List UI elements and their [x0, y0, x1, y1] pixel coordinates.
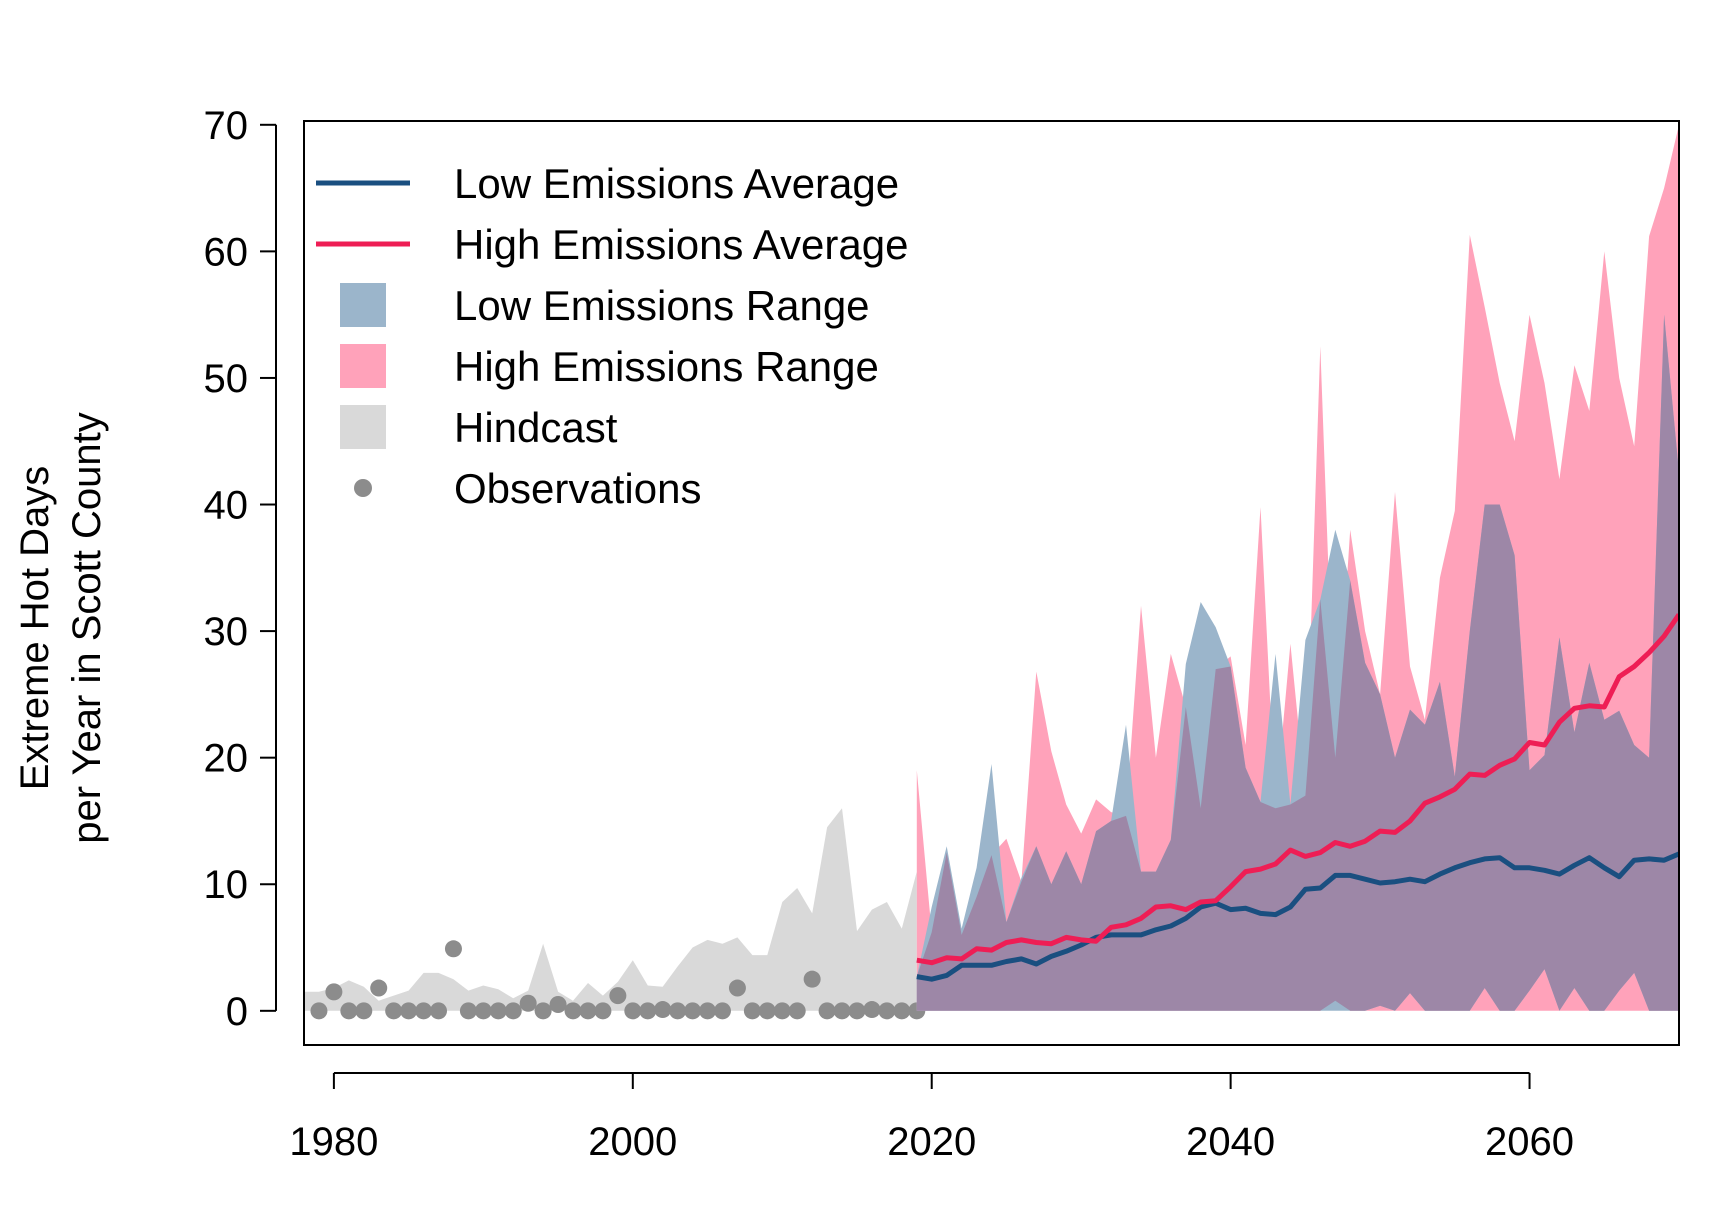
observation-point-1989	[459, 1002, 477, 1020]
observation-point-2000	[624, 1002, 642, 1020]
legend-swatch-high-emissions-range	[340, 344, 386, 388]
observation-point-1987	[430, 1002, 448, 1020]
y-tick-label-60: 60	[204, 230, 249, 274]
observation-point-2014	[833, 1002, 851, 1020]
observation-point-2006	[713, 1002, 731, 1020]
y-tick-label-70: 70	[204, 104, 249, 148]
y-axis-title: Extreme Hot Days per Year in Scott Count…	[13, 412, 109, 843]
plot-content	[304, 124, 1679, 1020]
observation-point-1981	[340, 1002, 358, 1020]
observation-point-2010	[773, 1002, 791, 1020]
observation-point-1999	[609, 987, 627, 1005]
high-emissions-average-line	[916, 613, 1679, 966]
observation-point-2012	[803, 970, 821, 988]
legend-label-hindcast: Hindcast	[454, 404, 618, 451]
observation-point-2009	[758, 1002, 776, 1020]
observation-point-2016	[863, 1001, 881, 1019]
y-tick-label-10: 10	[204, 863, 249, 907]
low-emissions-average-line	[916, 851, 1679, 982]
legend-swatch-hindcast	[340, 405, 386, 449]
observation-point-1982	[355, 1002, 373, 1020]
observation-point-2013	[818, 1002, 836, 1020]
observation-point-1985	[400, 1002, 418, 1020]
observation-point-2007	[728, 979, 746, 997]
legend-swatch-observations	[354, 479, 372, 497]
observation-point-1992	[504, 1002, 522, 1020]
legend-label-high-emissions-average: High Emissions Average	[454, 221, 908, 268]
observation-point-1997	[579, 1002, 597, 1020]
axes: 0 10 20 30 40 50 60 70 1980 2000 2020 2040 2060	[204, 104, 1575, 1164]
observation-point-1998	[594, 1002, 612, 1020]
y-tick-label-20: 20	[204, 737, 249, 781]
y-axis-title-line-1: Extreme Hot Days	[13, 466, 57, 791]
y-tick-label-50: 50	[204, 357, 249, 401]
observation-point-1979	[310, 1002, 328, 1020]
legend-swatch-low-emissions-range	[340, 283, 386, 327]
observation-point-2001	[639, 1002, 657, 1020]
legend-label-low-emissions-average: Low Emissions Average	[454, 160, 899, 207]
plot-frame	[303, 120, 1680, 1046]
observation-point-1988	[444, 940, 462, 958]
y-tick-label-40: 40	[204, 484, 249, 528]
observation-point-1980	[325, 983, 343, 1001]
observation-point-1986	[415, 1002, 433, 1020]
observation-point-2008	[743, 1002, 761, 1020]
y-tick-label-30: 30	[204, 610, 249, 654]
observation-point-2015	[848, 1002, 866, 1020]
observation-point-2018	[893, 1002, 911, 1020]
observation-point-1991	[489, 1002, 507, 1020]
observation-point-2002	[654, 1001, 672, 1019]
y-tick-label-0: 0	[226, 990, 248, 1034]
observation-point-2005	[699, 1002, 717, 1020]
observation-point-2003	[669, 1002, 687, 1020]
legend: Low Emissions Average High Emissions Aver…	[316, 160, 908, 512]
observation-point-2017	[878, 1002, 896, 1020]
legend-label-observations: Observations	[454, 465, 701, 512]
observation-point-1993	[519, 994, 537, 1012]
observation-point-1984	[385, 1002, 403, 1020]
observation-point-1995	[549, 995, 567, 1013]
observation-point-1990	[474, 1002, 492, 1020]
observation-point-2004	[684, 1002, 702, 1020]
y-axis-title-line-2: per Year in Scott County	[65, 412, 109, 843]
legend-label-high-emissions-range: High Emissions Range	[454, 343, 879, 390]
observation-point-2011	[788, 1002, 806, 1020]
legend-label-low-emissions-range: Low Emissions Range	[454, 282, 870, 329]
observation-point-1983	[370, 979, 388, 997]
plot-area	[304, 124, 1679, 1020]
observation-point-1996	[564, 1002, 582, 1020]
x-tick-label-2020: 2020	[887, 1120, 976, 1164]
emissions-range-overlap-area	[916, 314, 1679, 1011]
observation-point-1994	[534, 1002, 552, 1020]
x-tick-label-1980: 1980	[289, 1120, 378, 1164]
x-tick-label-2040: 2040	[1186, 1120, 1275, 1164]
x-tick-label-2060: 2060	[1485, 1120, 1574, 1164]
hindcast-range-area	[304, 808, 917, 1011]
x-tick-label-2000: 2000	[588, 1120, 677, 1164]
